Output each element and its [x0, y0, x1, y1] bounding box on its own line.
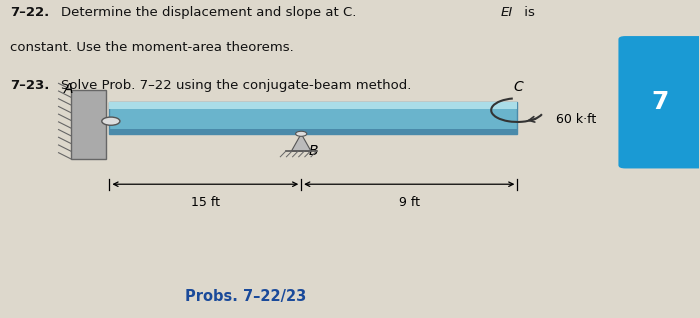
Text: 15 ft: 15 ft [191, 196, 220, 209]
Text: 60 k·ft: 60 k·ft [556, 113, 596, 126]
Bar [109, 102, 517, 134]
Bar [71, 90, 106, 159]
Circle shape [102, 117, 120, 125]
Text: is: is [520, 6, 535, 19]
Text: 9 ft: 9 ft [399, 196, 420, 209]
Text: 7: 7 [652, 90, 669, 114]
Text: 7–22.: 7–22. [10, 6, 49, 19]
FancyBboxPatch shape [618, 36, 700, 169]
Text: A: A [64, 82, 74, 96]
Polygon shape [291, 134, 311, 151]
Text: Probs. 7–22/23: Probs. 7–22/23 [185, 289, 306, 304]
Bar [109, 129, 517, 134]
Text: constant. Use the moment-area theorems.: constant. Use the moment-area theorems. [10, 41, 293, 54]
Text: C: C [514, 80, 524, 94]
Text: Solve Prob. 7–22 using the conjugate-beam method.: Solve Prob. 7–22 using the conjugate-bea… [61, 79, 411, 92]
Text: B: B [308, 144, 318, 158]
Bar [109, 102, 517, 109]
Text: EI: EI [500, 6, 513, 19]
Circle shape [295, 131, 307, 136]
Text: 7–23.: 7–23. [10, 79, 49, 92]
Text: Determine the displacement and slope at C.: Determine the displacement and slope at … [61, 6, 360, 19]
